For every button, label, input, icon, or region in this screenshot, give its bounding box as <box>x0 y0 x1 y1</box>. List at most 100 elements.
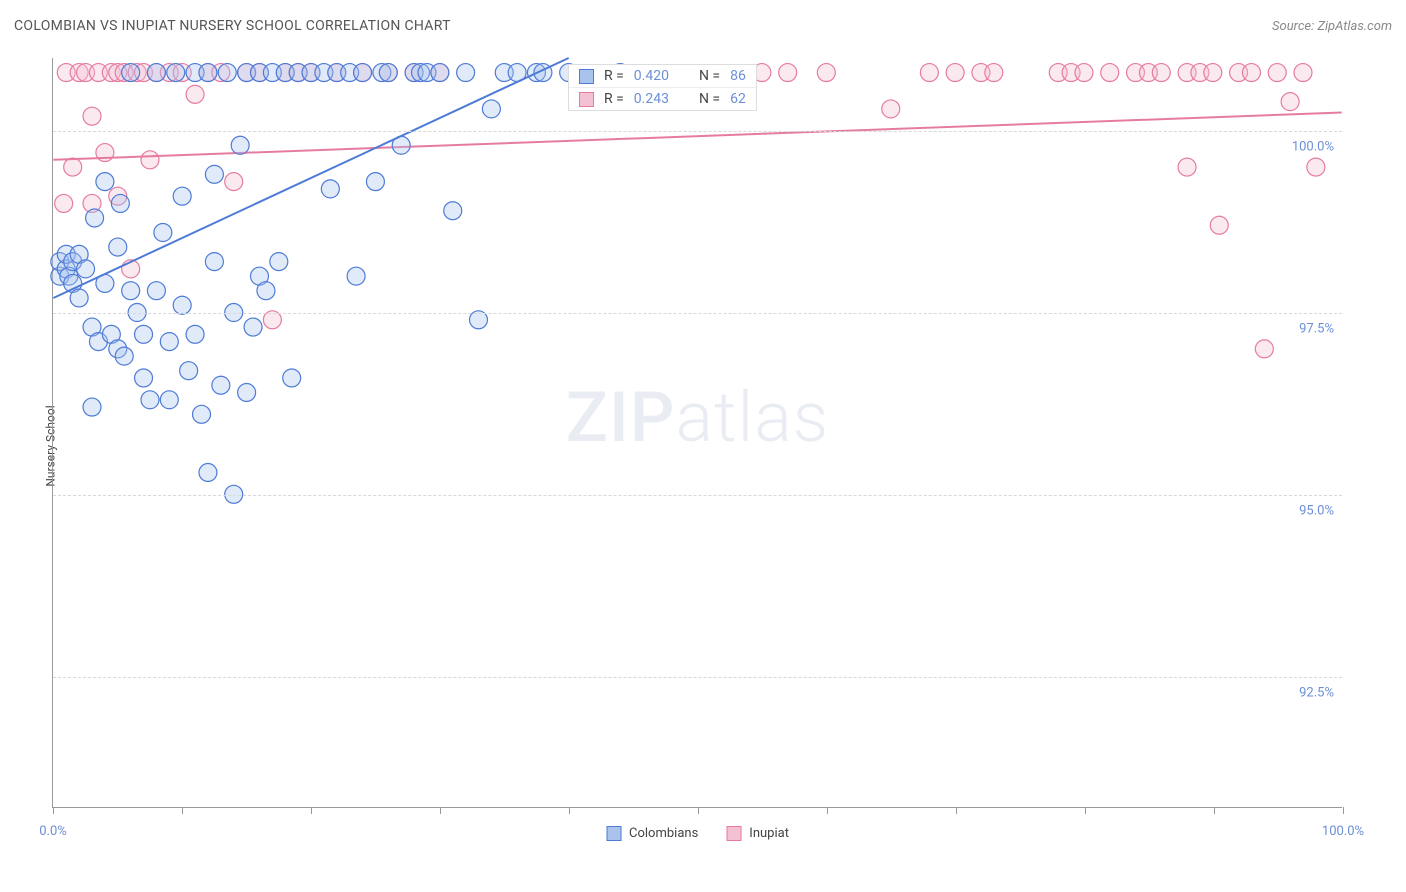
r-value: 0.420 <box>634 68 669 84</box>
inupiat-point <box>985 64 1003 82</box>
colombians-point <box>83 398 101 416</box>
stats-row-inupiat: R = 0.243 N = 62 <box>569 88 756 110</box>
inupiat-point <box>1101 64 1119 82</box>
gridline <box>53 677 1342 678</box>
colombians-point <box>180 362 198 380</box>
n-label: N = <box>699 68 720 84</box>
x-tick <box>827 807 828 814</box>
chart-title: COLOMBIAN VS INUPIAT NURSERY SCHOOL CORR… <box>14 18 451 34</box>
colombians-point <box>238 384 256 402</box>
inupiat-point <box>1281 93 1299 111</box>
chart-source: Source: ZipAtlas.com <box>1272 19 1392 34</box>
colombians-point <box>218 64 236 82</box>
colombians-point <box>122 282 140 300</box>
x-tick <box>1085 807 1086 814</box>
inupiat-point <box>1152 64 1170 82</box>
colombians-point <box>366 173 384 191</box>
inupiat-point <box>1307 158 1325 176</box>
source-name: ZipAtlas.com <box>1317 19 1392 34</box>
legend-label: Colombians <box>629 826 698 841</box>
n-value: 86 <box>730 68 746 84</box>
colombians-point <box>173 187 191 205</box>
x-tick <box>311 807 312 814</box>
y-tick-label: 95.0% <box>1299 503 1334 518</box>
colombians-point <box>147 64 165 82</box>
inupiat-point <box>1210 216 1228 234</box>
source-prefix: Source: <box>1272 19 1317 34</box>
stats-swatch <box>579 69 594 84</box>
inupiat-point <box>1294 64 1312 82</box>
legend-swatch <box>606 826 621 841</box>
r-value: 0.243 <box>634 91 669 107</box>
colombians-point <box>347 267 365 285</box>
x-tick <box>956 807 957 814</box>
colombians-point <box>77 260 95 278</box>
inupiat-point <box>920 64 938 82</box>
colombians-point <box>205 253 223 271</box>
x-tick <box>569 807 570 814</box>
x-tick <box>698 807 699 814</box>
x-tick-label: 0.0% <box>39 824 67 839</box>
colombians-point <box>244 318 262 336</box>
gridline <box>53 131 1342 132</box>
colombians-point <box>186 325 204 343</box>
gridline <box>53 313 1342 314</box>
legend-entry-inupiat: Inupiat <box>726 826 789 841</box>
inupiat-point <box>946 64 964 82</box>
legend-entry-colombians: Colombians <box>606 826 698 841</box>
inupiat-point <box>141 151 159 169</box>
colombians-point <box>193 405 211 423</box>
inupiat-point <box>83 107 101 125</box>
colombians-point <box>444 202 462 220</box>
inupiat-point <box>1268 64 1286 82</box>
scatter-svg <box>53 58 1342 807</box>
inupiat-point <box>817 64 835 82</box>
colombians-point <box>482 100 500 118</box>
y-tick-label: 97.5% <box>1299 321 1334 336</box>
colombians-point <box>270 253 288 271</box>
legend-label: Inupiat <box>749 826 789 841</box>
x-tick <box>182 807 183 814</box>
colombians-point <box>199 64 217 82</box>
colombians-point <box>70 289 88 307</box>
r-label: R = <box>604 91 624 107</box>
colombians-point <box>135 369 153 387</box>
chart-header: COLOMBIAN VS INUPIAT NURSERY SCHOOL CORR… <box>14 18 1392 34</box>
colombians-point <box>173 296 191 314</box>
y-tick-label: 92.5% <box>1299 685 1334 700</box>
colombians-point <box>457 64 475 82</box>
x-tick <box>1214 807 1215 814</box>
n-value: 62 <box>730 91 746 107</box>
colombians-point <box>321 180 339 198</box>
stats-swatch <box>579 92 594 107</box>
colombians-point <box>160 391 178 409</box>
x-tick <box>1343 807 1344 814</box>
inupiat-point <box>186 85 204 103</box>
colombians-point <box>86 209 104 227</box>
colombians-point <box>109 238 127 256</box>
colombians-point <box>167 64 185 82</box>
inupiat-point <box>779 64 797 82</box>
n-label: N = <box>699 91 720 107</box>
colombians-point <box>257 282 275 300</box>
colombians-point <box>212 376 230 394</box>
colombians-point <box>135 325 153 343</box>
colombians-point <box>141 391 159 409</box>
gridline <box>53 495 1342 496</box>
colombians-point <box>111 194 129 212</box>
inupiat-point <box>64 158 82 176</box>
stats-row-colombians: R = 0.420 N = 86 <box>569 65 756 88</box>
x-tick-label: 100.0% <box>1322 824 1364 839</box>
inupiat-point <box>1255 340 1273 358</box>
colombians-point <box>354 64 372 82</box>
legend: Colombians Inupiat <box>606 826 789 841</box>
colombians-point <box>115 347 133 365</box>
colombians-point <box>199 464 217 482</box>
x-tick <box>53 807 54 814</box>
r-label: R = <box>604 68 624 84</box>
inupiat-point <box>1242 64 1260 82</box>
colombians-point <box>154 224 172 242</box>
x-tick <box>440 807 441 814</box>
colombians-point <box>96 173 114 191</box>
colombians-point <box>160 333 178 351</box>
